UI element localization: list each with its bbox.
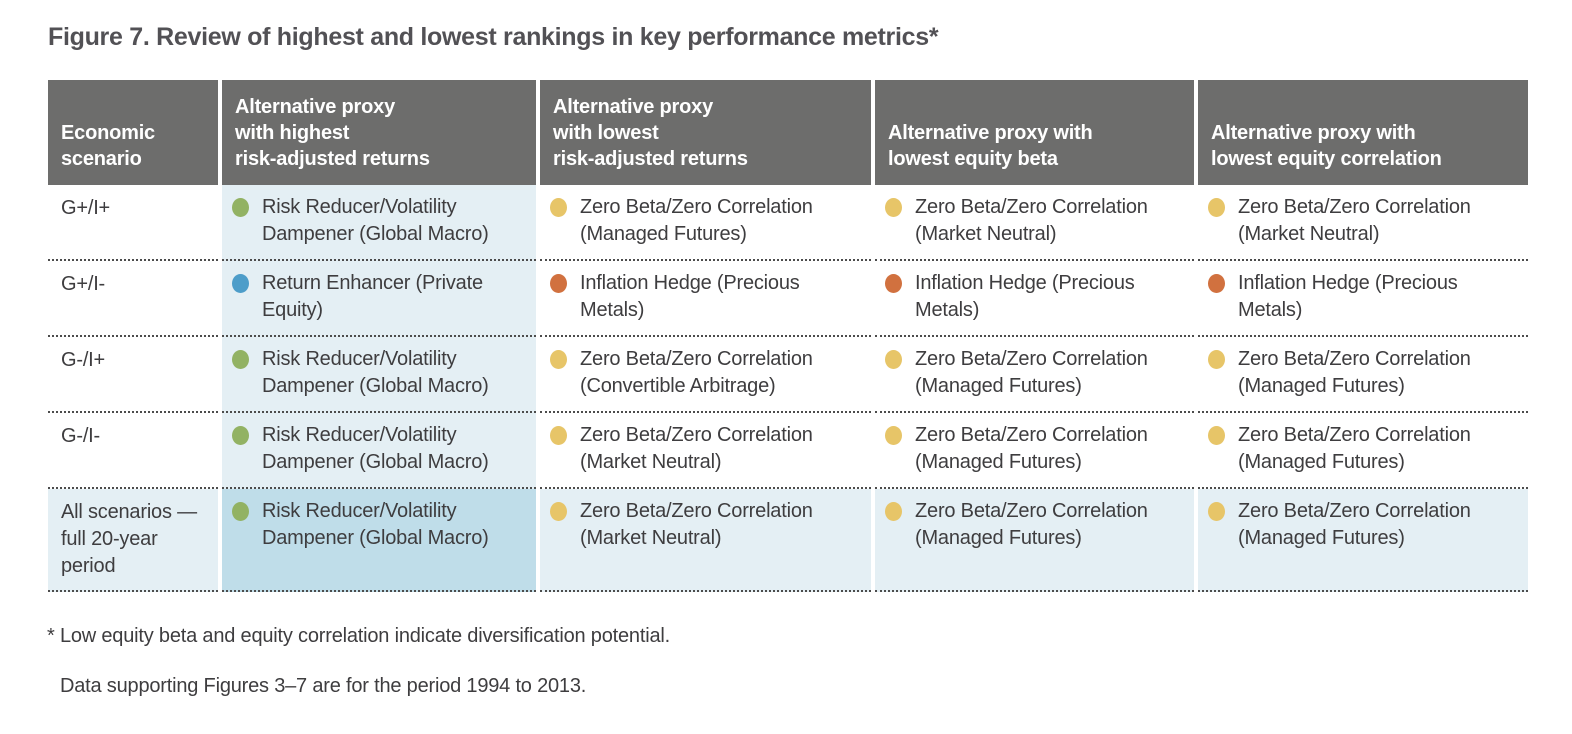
yellow-dot-icon: [550, 198, 567, 217]
proxy-label: Risk Reducer/Volatility Dampener (Global…: [262, 196, 489, 245]
scenario-cell: All scenarios — full 20-year period: [48, 489, 218, 592]
proxy-cell: Zero Beta/Zero Correlation (Managed Futu…: [1198, 489, 1528, 592]
yellow-dot-icon: [550, 426, 567, 445]
proxy-cell: Risk Reducer/Volatility Dampener (Global…: [222, 337, 536, 413]
col-header-lowest-equity-corr: Alternative proxy with lowest equity cor…: [1198, 80, 1528, 185]
table-row: All scenarios — full 20-year period Risk …: [48, 489, 1528, 592]
proxy-label: Zero Beta/Zero Correlation (Managed Futu…: [1238, 424, 1471, 473]
col-header-highest-risk-adj-returns: Alternative proxy with highest risk-adju…: [222, 80, 536, 185]
yellow-dot-icon: [885, 426, 902, 445]
yellow-dot-icon: [550, 350, 567, 369]
proxy-cell: Zero Beta/Zero Correlation (Managed Futu…: [875, 413, 1194, 489]
proxy-cell: Zero Beta/Zero Correlation (Managed Futu…: [1198, 413, 1528, 489]
proxy-label: Zero Beta/Zero Correlation (Market Neutr…: [580, 424, 813, 473]
proxy-label: Inflation Hedge (Precious Metals): [1238, 272, 1458, 321]
green-dot-icon: [232, 502, 249, 521]
proxy-label: Zero Beta/Zero Correlation (Managed Futu…: [1238, 500, 1471, 549]
green-dot-icon: [232, 426, 249, 445]
table-row: G-/I+ Risk Reducer/Volatility Dampener (G…: [48, 337, 1528, 413]
proxy-cell: Zero Beta/Zero Correlation (Market Neutr…: [540, 489, 871, 592]
col-header-lowest-equity-beta: Alternative proxy with lowest equity bet…: [875, 80, 1194, 185]
proxy-label: Return Enhancer (Private Equity): [262, 272, 483, 321]
scenario-cell: G+/I-: [48, 261, 218, 337]
proxy-cell: Zero Beta/Zero Correlation (Managed Futu…: [875, 337, 1194, 413]
proxy-label: Zero Beta/Zero Correlation (Market Neutr…: [1238, 196, 1471, 245]
proxy-label: Zero Beta/Zero Correlation (Managed Futu…: [580, 196, 813, 245]
proxy-cell: Risk Reducer/Volatility Dampener (Global…: [222, 413, 536, 489]
table-header-row: Economic scenario Alternative proxy with…: [48, 80, 1528, 185]
proxy-label: Zero Beta/Zero Correlation (Managed Futu…: [915, 348, 1148, 397]
proxy-cell: Zero Beta/Zero Correlation (Managed Futu…: [875, 489, 1194, 592]
rankings-table: Economic scenario Alternative proxy with…: [48, 80, 1528, 592]
proxy-cell: Return Enhancer (Private Equity): [222, 261, 536, 337]
proxy-cell: Zero Beta/Zero Correlation (Convertible …: [540, 337, 871, 413]
col-header-lowest-risk-adj-returns: Alternative proxy with lowest risk-adjus…: [540, 80, 871, 185]
footnote-data-period: Data supporting Figures 3–7 are for the …: [60, 675, 587, 697]
orange-dot-icon: [550, 274, 567, 293]
proxy-cell: Zero Beta/Zero Correlation (Market Neutr…: [1198, 185, 1528, 261]
scenario-cell: G-/I+: [48, 337, 218, 413]
proxy-label: Inflation Hedge (Precious Metals): [580, 272, 800, 321]
yellow-dot-icon: [1208, 350, 1225, 369]
yellow-dot-icon: [1208, 502, 1225, 521]
proxy-label: Risk Reducer/Volatility Dampener (Global…: [262, 500, 489, 549]
figure-title: Figure 7. Review of highest and lowest r…: [48, 23, 939, 51]
table-row: G-/I- Risk Reducer/Volatility Dampener (G…: [48, 413, 1528, 489]
proxy-label: Zero Beta/Zero Correlation (Convertible …: [580, 348, 813, 397]
yellow-dot-icon: [1208, 198, 1225, 217]
proxy-label: Zero Beta/Zero Correlation (Managed Futu…: [1238, 348, 1471, 397]
blue-dot-icon: [232, 274, 249, 293]
green-dot-icon: [232, 350, 249, 369]
yellow-dot-icon: [550, 502, 567, 521]
scenario-cell: G-/I-: [48, 413, 218, 489]
yellow-dot-icon: [885, 198, 902, 217]
proxy-cell: Inflation Hedge (Precious Metals): [540, 261, 871, 337]
proxy-label: Risk Reducer/Volatility Dampener (Global…: [262, 424, 489, 473]
table-body: G+/I+ Risk Reducer/Volatility Dampener (G…: [48, 185, 1528, 592]
table-row: G+/I+ Risk Reducer/Volatility Dampener (G…: [48, 185, 1528, 261]
proxy-label: Risk Reducer/Volatility Dampener (Global…: [262, 348, 489, 397]
proxy-cell: Risk Reducer/Volatility Dampener (Global…: [222, 489, 536, 592]
yellow-dot-icon: [885, 350, 902, 369]
proxy-label: Zero Beta/Zero Correlation (Market Neutr…: [915, 196, 1148, 245]
proxy-label: Inflation Hedge (Precious Metals): [915, 272, 1135, 321]
orange-dot-icon: [885, 274, 902, 293]
proxy-cell: Zero Beta/Zero Correlation (Market Neutr…: [540, 413, 871, 489]
table-row: G+/I- Return Enhancer (Private Equity) Inf…: [48, 261, 1528, 337]
yellow-dot-icon: [1208, 426, 1225, 445]
yellow-dot-icon: [885, 502, 902, 521]
proxy-cell: Zero Beta/Zero Correlation (Managed Futu…: [1198, 337, 1528, 413]
col-header-economic-scenario: Economic scenario: [48, 80, 218, 185]
proxy-cell: Risk Reducer/Volatility Dampener (Global…: [222, 185, 536, 261]
proxy-cell: Zero Beta/Zero Correlation (Managed Futu…: [540, 185, 871, 261]
orange-dot-icon: [1208, 274, 1225, 293]
proxy-label: Zero Beta/Zero Correlation (Market Neutr…: [580, 500, 813, 549]
footnote-asterisk: * Low equity beta and equity correlation…: [47, 625, 670, 647]
proxy-label: Zero Beta/Zero Correlation (Managed Futu…: [915, 424, 1148, 473]
scenario-cell: G+/I+: [48, 185, 218, 261]
proxy-cell: Inflation Hedge (Precious Metals): [1198, 261, 1528, 337]
green-dot-icon: [232, 198, 249, 217]
proxy-label: Zero Beta/Zero Correlation (Managed Futu…: [915, 500, 1148, 549]
proxy-cell: Inflation Hedge (Precious Metals): [875, 261, 1194, 337]
figure-page: Figure 7. Review of highest and lowest r…: [0, 22, 1572, 734]
proxy-cell: Zero Beta/Zero Correlation (Market Neutr…: [875, 185, 1194, 261]
